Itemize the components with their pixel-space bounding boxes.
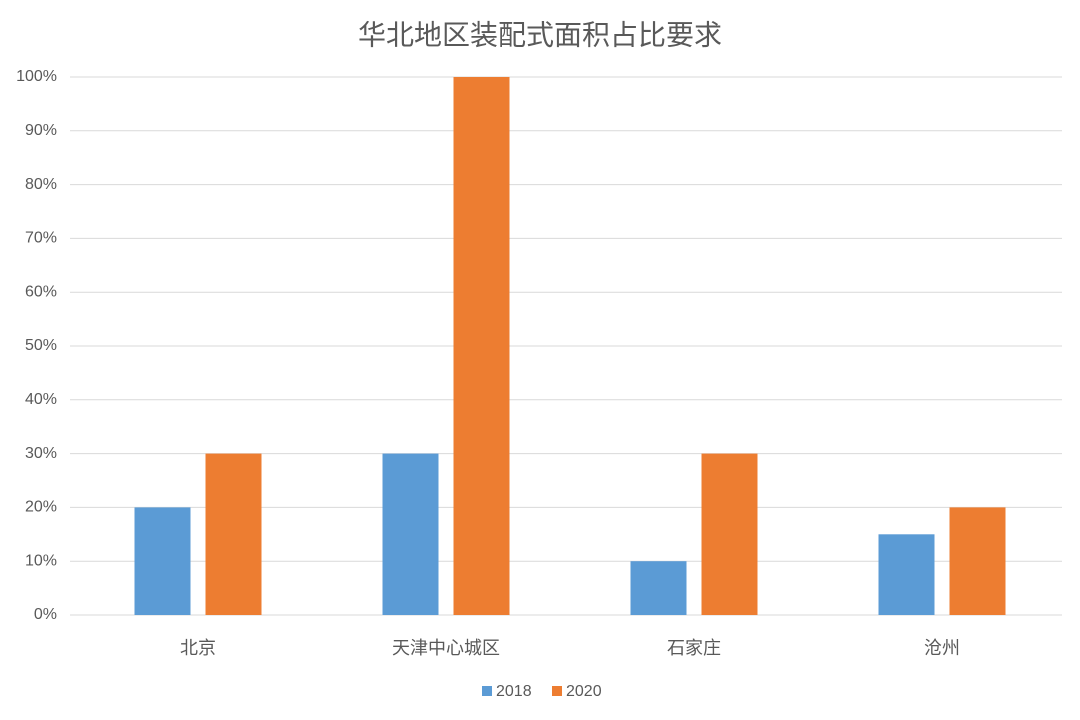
legend-label: 2020 [566,683,602,700]
x-tick-label: 沧州 [924,638,960,658]
x-tick-label: 石家庄 [667,638,721,658]
legend-swatch [552,686,562,696]
bar [630,561,687,615]
bar [701,453,758,615]
bar [134,507,191,615]
bar [949,507,1006,615]
y-tick-label: 0% [34,606,57,623]
y-tick-label: 90% [25,122,57,139]
bar [878,534,935,615]
legend-swatch [482,686,492,696]
y-tick-label: 30% [25,445,57,462]
y-tick-label: 50% [25,337,57,354]
y-tick-label: 60% [25,283,57,300]
bar [382,453,439,615]
x-tick-label: 天津中心城区 [392,638,500,658]
y-tick-label: 100% [16,68,57,85]
bar [205,453,262,615]
y-tick-label: 20% [25,499,57,516]
bar [453,77,510,615]
x-tick-label: 北京 [180,638,216,658]
y-tick-label: 70% [25,230,57,247]
y-tick-label: 10% [25,552,57,569]
y-tick-label: 80% [25,176,57,193]
y-tick-label: 40% [25,391,57,408]
legend-label: 2018 [496,683,532,700]
chart-title: 华北地区装配式面积占比要求 [358,19,722,50]
